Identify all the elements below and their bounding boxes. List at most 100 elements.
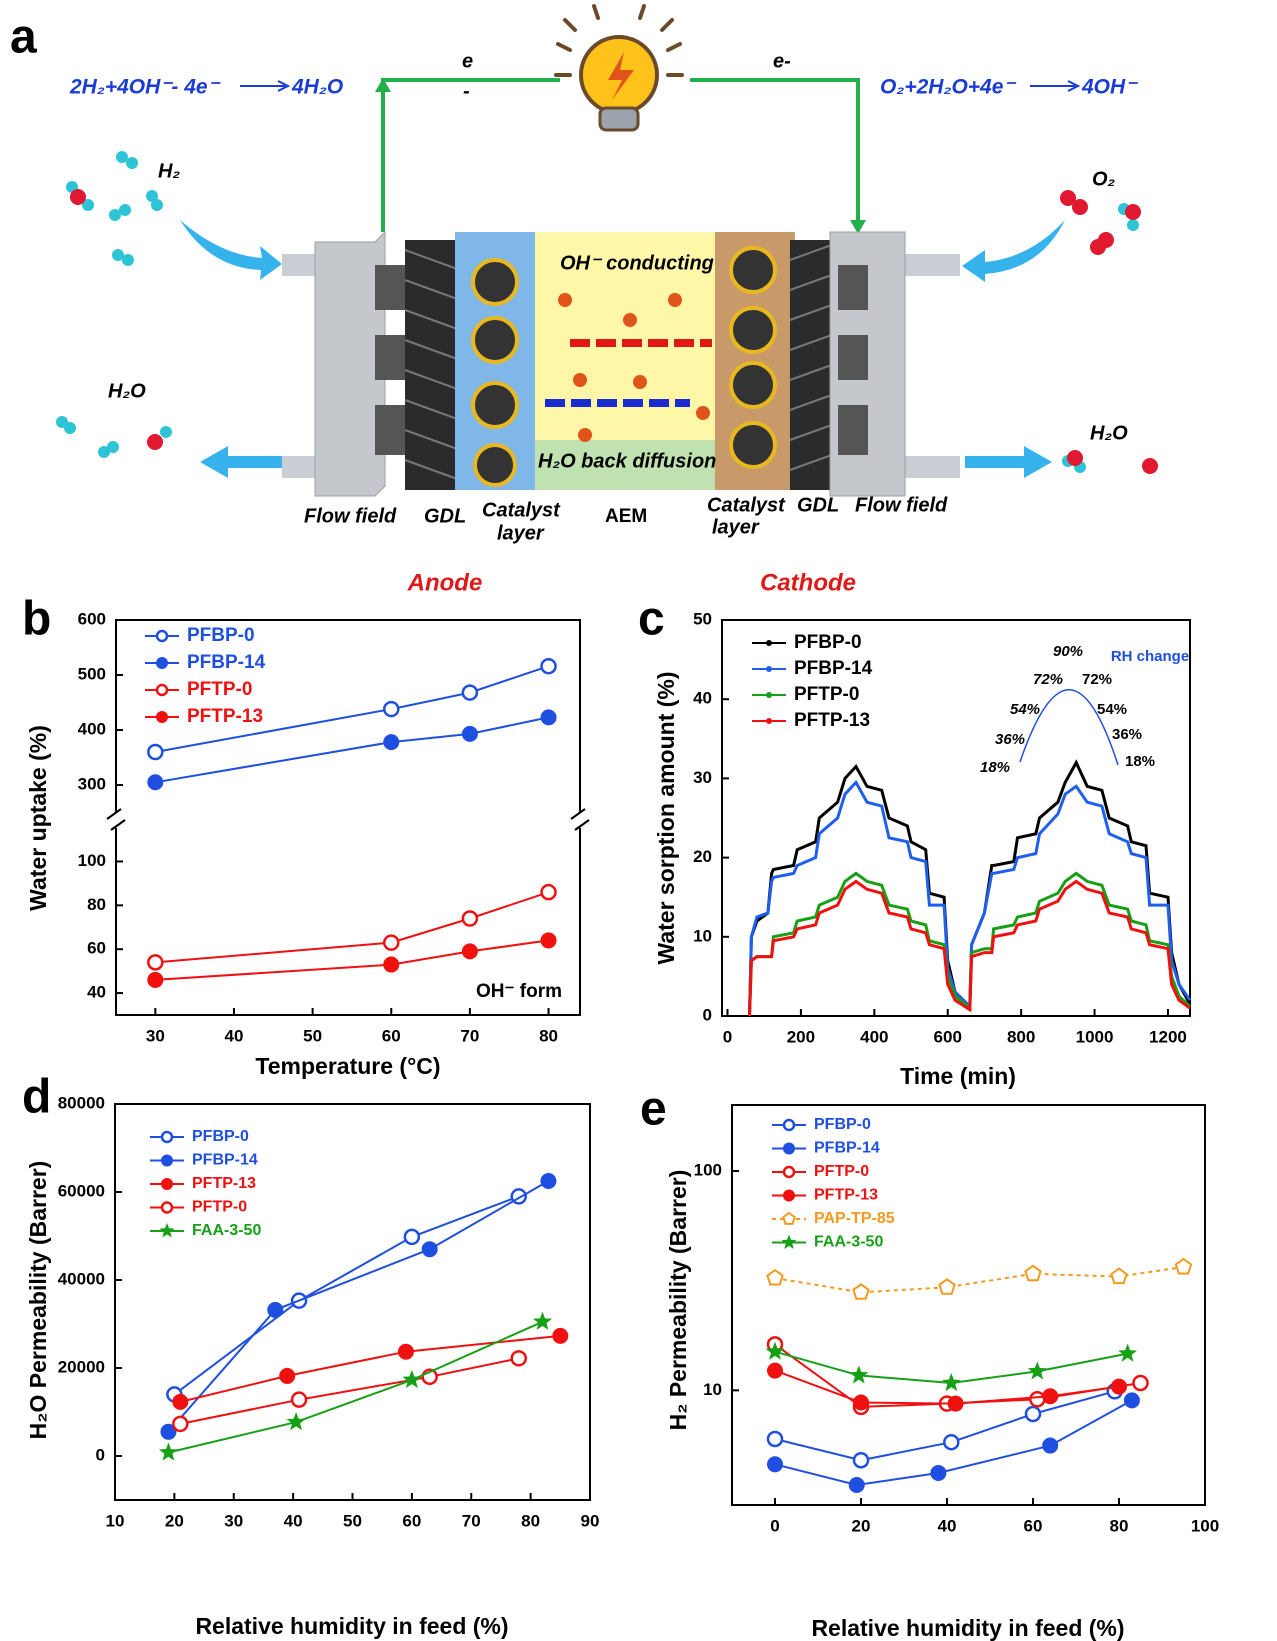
figure: a 2H₂+4OH⁻- 4e⁻ 4H₂O O₂+2H₂O+4e⁻ 4OH⁻ e …: [0, 0, 1277, 1641]
layer-label: AEM: [605, 506, 647, 527]
x-tick-label: 40: [284, 1511, 303, 1530]
marker: [767, 1270, 782, 1284]
arrow: [240, 81, 288, 91]
anode-product: 4H₂O: [291, 76, 343, 99]
marker: [383, 734, 399, 750]
marker: [942, 1373, 961, 1391]
marker: [462, 943, 478, 959]
x-axis-title: Relative humidity in feed (%): [811, 1615, 1124, 1641]
panel-label: d: [22, 1071, 51, 1124]
x-tick-label: 1000: [1076, 1027, 1114, 1046]
marker: [939, 1279, 954, 1294]
layer-label: GDL: [424, 505, 466, 527]
marker: [1134, 1376, 1148, 1390]
anode-equation: 2H₂+4OH⁻- 4e⁻: [69, 76, 221, 99]
legend-label: PFTP-0: [187, 679, 252, 700]
arrow: [1030, 81, 1078, 91]
rh-label: 18%: [980, 759, 1010, 776]
y-tick-label: 60: [87, 939, 106, 958]
panel-label: a: [10, 11, 37, 64]
marker: [279, 1368, 295, 1384]
y-tick-label: 20: [693, 847, 712, 866]
y-tick-label: 40: [693, 689, 712, 708]
legend-label: PFTP-13: [187, 706, 263, 727]
marker: [1030, 1392, 1044, 1406]
x-tick-label: 200: [787, 1027, 815, 1046]
legend-label: PFTP-0: [794, 684, 859, 705]
marker: [552, 1328, 568, 1344]
marker: [157, 685, 167, 695]
schematic: a 2H₂+4OH⁻- 4e⁻ 4H₂O O₂+2H₂O+4e⁻ 4OH⁻ e …: [10, 6, 1158, 596]
x-tick-label: 50: [303, 1026, 322, 1045]
marker: [1025, 1266, 1040, 1280]
legend-label: PFBP-0: [192, 1128, 249, 1145]
y-tick-label: 10: [703, 1380, 722, 1399]
marker: [849, 1365, 868, 1383]
x-tick-label: 60: [382, 1026, 401, 1045]
marker: [147, 774, 163, 790]
layer-label: Flow field: [304, 505, 397, 527]
plot-frame: [115, 1104, 590, 1500]
marker: [172, 1394, 188, 1410]
y-tick-label: 40: [87, 983, 106, 1002]
x-tick-label: 100: [1191, 1516, 1219, 1535]
electron-label: e-: [773, 50, 791, 72]
marker: [267, 1302, 283, 1318]
legend-label: PFTP-13: [192, 1175, 256, 1192]
marker: [767, 1456, 783, 1472]
marker: [784, 1167, 794, 1177]
x-tick-label: 80: [539, 1026, 558, 1045]
y-axis-title: Water uptake (%): [25, 725, 51, 911]
marker: [292, 1393, 306, 1407]
y-tick-label: 20000: [58, 1357, 105, 1376]
marker: [783, 1190, 795, 1202]
legend-label: PFTP-13: [794, 710, 870, 731]
marker: [287, 1412, 306, 1430]
legend-marker: [766, 640, 772, 646]
x-tick-label: 30: [146, 1026, 165, 1045]
layer-label: Catalyst: [707, 494, 786, 516]
y-tick-label: 300: [78, 774, 106, 793]
marker: [147, 972, 163, 988]
marker: [161, 1155, 173, 1167]
legend-label: FAA-3-50: [814, 1234, 883, 1251]
x-axis-title: Relative humidity in feed (%): [195, 1613, 508, 1639]
marker: [148, 955, 162, 969]
panel-label: c: [638, 593, 665, 646]
marker: [162, 1132, 172, 1142]
marker: [930, 1465, 946, 1481]
marker: [542, 885, 556, 899]
panel-label: b: [22, 593, 51, 646]
y-tick-label: 500: [78, 664, 106, 683]
marker: [161, 1178, 173, 1190]
marker: [784, 1120, 794, 1130]
x-tick-label: 1200: [1149, 1027, 1187, 1046]
x-tick-label: 90: [581, 1511, 600, 1530]
legend-label: PFTP-13: [814, 1187, 878, 1204]
marker: [402, 1370, 421, 1388]
rh-label: 72%: [1033, 671, 1063, 688]
aem-label: H₂O back diffusion: [538, 450, 716, 472]
series-line: [180, 1336, 560, 1402]
marker: [157, 631, 167, 641]
x-axis-title: Time (min): [900, 1063, 1016, 1089]
marker: [1118, 1344, 1137, 1362]
legend-label: PFBP-14: [794, 658, 873, 679]
gas-label: H₂O: [108, 380, 146, 402]
x-tick-label: 80: [1110, 1516, 1129, 1535]
marker: [783, 1213, 794, 1224]
x-tick-label: 0: [723, 1027, 732, 1046]
x-tick-label: 40: [225, 1026, 244, 1045]
layer-label: Catalyst: [482, 499, 561, 521]
marker: [422, 1241, 438, 1257]
gas-label: O₂: [1092, 168, 1116, 190]
legend-label: PFBP-14: [814, 1140, 880, 1157]
marker: [849, 1477, 865, 1493]
marker: [463, 686, 477, 700]
legend-marker: [766, 666, 772, 672]
annotation: OH⁻ form: [476, 981, 562, 1002]
x-tick-label: 20: [165, 1511, 184, 1530]
marker: [853, 1395, 869, 1411]
x-tick-label: 10: [106, 1511, 125, 1530]
y-tick-label: 10: [693, 926, 712, 945]
